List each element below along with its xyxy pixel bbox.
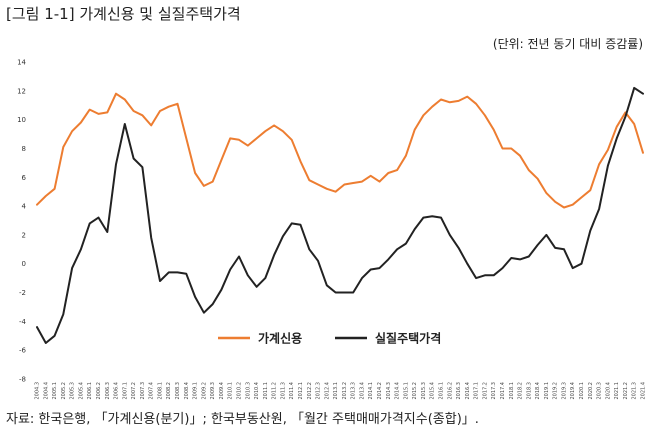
x-tick-label: 2019.4 <box>570 382 576 400</box>
y-tick-label: -6 <box>19 347 27 355</box>
x-tick-label: 2021.1 <box>614 382 620 400</box>
x-tick-label: 2015.2 <box>412 382 418 400</box>
legend-label-2: 실질주택가격 <box>375 331 441 346</box>
x-tick-label: 2013.3 <box>351 382 357 400</box>
figure-title: [그림 1-1] 가계신용 및 실질주택가격 <box>6 5 241 23</box>
x-tick-label: 2016.2 <box>447 382 453 400</box>
x-tick-label: 2019.2 <box>553 382 559 400</box>
x-tick-label: 2016.4 <box>465 382 471 400</box>
source-note: 자료: 한국은행, 「가계신용(분기)」; 한국부동산원, 「월간 주택매매가격… <box>6 412 479 427</box>
x-tick-label: 2004.3 <box>35 382 41 400</box>
x-tick-label: 2014.3 <box>386 382 392 400</box>
x-tick-label: 2021.4 <box>641 382 647 400</box>
y-tick-label: -4 <box>19 318 27 326</box>
x-tick-label: 2016.1 <box>439 382 445 400</box>
x-tick-label: 2006.4 <box>114 382 120 400</box>
series-line-2 <box>36 86 644 344</box>
series-lines <box>36 86 644 344</box>
x-tick-label: 2007.4 <box>149 382 155 400</box>
x-tick-label: 2017.2 <box>482 382 488 400</box>
x-tick-label: 2005.4 <box>78 382 84 400</box>
x-tick-label: 2012.1 <box>298 382 304 400</box>
series-line-1 <box>36 92 644 209</box>
x-tick-label: 2018.3 <box>526 382 532 400</box>
x-tick-label: 2009.2 <box>201 382 207 400</box>
x-tick-label: 2012.4 <box>324 382 330 400</box>
x-tick-label: 2011.3 <box>280 382 286 400</box>
x-tick-label: 2013.4 <box>359 382 365 400</box>
x-tick-label: 2004.4 <box>43 382 49 400</box>
x-tick-label: 2010.1 <box>228 382 234 400</box>
y-axis-labels: -8 -6 -4 -2 0 2 4 6 8 10 12 14 <box>17 59 26 384</box>
x-tick-label: 2007.2 <box>131 382 137 400</box>
y-tick-label: 2 <box>22 231 26 239</box>
x-tick-label: 2020.1 <box>579 382 585 400</box>
x-tick-label: 2010.4 <box>254 382 260 400</box>
x-tick-label: 2011.1 <box>263 382 269 400</box>
x-tick-label: 2021.3 <box>632 382 638 400</box>
y-tick-label: 6 <box>22 174 27 182</box>
x-tick-label: 2009.4 <box>219 382 225 400</box>
x-tick-label: 2017.3 <box>491 382 497 400</box>
x-tick-label: 2018.2 <box>518 382 524 400</box>
x-tick-label: 2006.2 <box>96 382 102 400</box>
x-axis-labels: 2004.3 2004.4 2005.1 2005.2 2005.3 2005.4 2006… <box>35 382 647 400</box>
x-tick-label: 2013.1 <box>333 382 339 400</box>
x-tick-label: 2017.4 <box>500 382 506 400</box>
x-tick-label: 2011.4 <box>289 382 295 400</box>
y-tick-label: 14 <box>17 59 26 67</box>
x-tick-label: 2008.3 <box>175 382 181 400</box>
y-tick-label: -2 <box>19 289 26 297</box>
y-tick-label: 10 <box>17 116 26 124</box>
x-tick-label: 2005.2 <box>61 382 67 400</box>
x-tick-label: 2008.1 <box>157 382 163 400</box>
x-tick-label: 2014.1 <box>368 382 374 400</box>
x-tick-label: 2007.1 <box>122 382 128 400</box>
x-tick-label: 2014.2 <box>377 382 383 400</box>
y-tick-label: 4 <box>22 203 27 211</box>
x-tick-label: 2020.3 <box>597 382 603 400</box>
x-tick-label: 2012.3 <box>316 382 322 400</box>
x-tick-label: 2009.1 <box>193 382 199 400</box>
y-tick-label: -8 <box>19 376 26 384</box>
x-tick-label: 2020.2 <box>588 382 594 400</box>
x-tick-label: 2021.2 <box>623 382 629 400</box>
x-tick-label: 2007.3 <box>140 382 146 400</box>
x-tick-label: 2020.4 <box>605 382 611 400</box>
legend-label-1: 가계신용 <box>258 331 302 346</box>
x-tick-label: 2018.4 <box>535 382 541 400</box>
x-tick-label: 2005.1 <box>52 382 58 400</box>
x-tick-label: 2015.4 <box>430 382 436 400</box>
x-tick-label: 2015.1 <box>403 382 409 400</box>
x-tick-label: 2005.3 <box>70 382 76 400</box>
x-tick-label: 2014.4 <box>395 382 401 400</box>
y-tick-label: 12 <box>17 87 26 95</box>
x-tick-label: 2006.3 <box>105 382 111 400</box>
y-tick-label: 8 <box>22 145 26 153</box>
x-tick-label: 2009.3 <box>210 382 216 400</box>
figure-unit-note: (단위: 전년 동기 대비 증감률) <box>492 37 643 51</box>
x-tick-label: 2017.1 <box>474 382 480 400</box>
x-tick-label: 2019.1 <box>544 382 550 400</box>
x-tick-label: 2013.2 <box>342 382 348 400</box>
x-tick-label: 2012.2 <box>307 382 313 400</box>
x-tick-label: 2015.3 <box>421 382 427 400</box>
x-tick-label: 2010.2 <box>237 382 243 400</box>
x-tick-label: 2018.1 <box>509 382 515 400</box>
x-tick-label: 2008.2 <box>166 382 172 400</box>
x-tick-label: 2011.2 <box>272 382 278 400</box>
x-tick-label: 2016.3 <box>456 382 462 400</box>
y-tick-label: 0 <box>22 260 26 268</box>
x-tick-label: 2008.4 <box>184 382 190 400</box>
chart-legend: 가계신용 실질주택가격 <box>218 331 441 346</box>
x-tick-label: 2006.1 <box>87 382 93 400</box>
x-tick-label: 2019.3 <box>561 382 567 400</box>
x-tick-label: 2010.3 <box>245 382 251 400</box>
